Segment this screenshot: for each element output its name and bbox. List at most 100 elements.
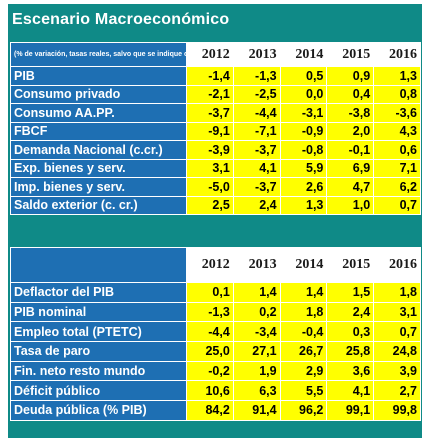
value-cell: -5,0 — [186, 177, 234, 197]
table-row: Tasa de paro 25,0 27,1 26,7 25,8 24,8 — [10, 341, 421, 362]
table-row: Fin. neto resto mundo -0,2 1,9 2,9 3,6 3,9 — [10, 360, 421, 382]
year-header: 2016 — [373, 247, 421, 283]
value-cell: 0,9 — [326, 66, 375, 86]
row-label: Deuda pública (% PIB) — [10, 400, 187, 421]
row-label: FBCF — [10, 121, 187, 141]
value-cell: 2,0 — [326, 121, 375, 141]
value-cell: 3,1 — [373, 301, 421, 323]
value-cell: 2,9 — [279, 360, 328, 382]
value-cell: 6,9 — [326, 158, 375, 178]
table-row: Imp. bienes y serv. -5,0 -3,7 2,6 4,7 6,2 — [10, 177, 421, 197]
value-cell: 3,6 — [326, 360, 375, 382]
value-cell: 24,8 — [373, 341, 421, 362]
table-row: Empleo total (PTETC) -4,4 -3,4 -0,4 0,3 0,7 — [10, 321, 421, 343]
value-cell: 2,6 — [279, 177, 328, 197]
table-row: Demanda Nacional (c.cr.) -3,9 -3,7 -0,8 -0,1… — [10, 140, 421, 160]
value-cell: -7,1 — [232, 121, 281, 141]
row-label: Consumo AA.PP. — [10, 103, 187, 123]
table-row: PIB -1,4 -1,3 0,5 0,9 1,3 — [10, 66, 421, 86]
value-cell: 1,4 — [279, 282, 328, 303]
row-label: PIB — [10, 66, 187, 86]
value-cell: -4,4 — [232, 103, 281, 123]
value-cell: 0,6 — [373, 140, 421, 160]
value-cell: -3,8 — [326, 103, 375, 123]
value-cell: 84,2 — [186, 400, 234, 421]
panel-title: Escenario Macroeconómico — [12, 11, 230, 28]
year-header: 2016 — [373, 42, 421, 67]
value-cell: -3,7 — [232, 177, 281, 197]
row-label: Fin. neto resto mundo — [10, 360, 187, 382]
units-note: (% de variación, tasas reales, salvo que… — [10, 42, 187, 67]
table-row: Saldo exterior (c. cr.) 2,5 2,4 1,3 1,0 0,7 — [10, 195, 421, 215]
value-cell: -0,4 — [279, 321, 328, 343]
growth-table-header: (% de variación, tasas reales, salvo que… — [10, 42, 421, 67]
row-label: Deflactor del PIB — [10, 282, 187, 303]
value-cell: 0,8 — [373, 84, 421, 104]
header-blank-cell — [10, 247, 187, 283]
value-cell: 99,8 — [373, 400, 421, 421]
value-cell: 1,8 — [279, 301, 328, 323]
table-row: Exp. bienes y serv. 3,1 4,1 5,9 6,9 7,1 — [10, 158, 421, 178]
table-row: FBCF -9,1 -7,1 -0,9 2,0 4,3 — [10, 121, 421, 141]
value-cell: 25,8 — [326, 341, 375, 362]
value-cell: -3,6 — [373, 103, 421, 123]
row-label: Consumo privado — [10, 84, 187, 104]
table-row: Consumo AA.PP. -3,7 -4,4 -3,1 -3,8 -3,6 — [10, 103, 421, 123]
value-cell: -2,1 — [186, 84, 234, 104]
value-cell: 96,2 — [279, 400, 328, 421]
value-cell: 1,8 — [373, 282, 421, 303]
value-cell: -0,2 — [186, 360, 234, 382]
table-row: Deuda pública (% PIB) 84,2 91,4 96,2 99,1 99,… — [10, 400, 421, 421]
macro-scenario-panel: Escenario Macroeconómico (% de variación… — [8, 4, 422, 438]
value-cell: 5,5 — [279, 380, 328, 402]
value-cell: 1,0 — [326, 195, 375, 215]
value-cell: 6,3 — [232, 380, 281, 402]
value-cell: 0,4 — [326, 84, 375, 104]
year-header: 2012 — [186, 247, 234, 283]
value-cell: -3,7 — [186, 103, 234, 123]
value-cell: 99,1 — [326, 400, 375, 421]
row-label: Tasa de paro — [10, 341, 187, 362]
year-header: 2015 — [326, 247, 375, 283]
value-cell: 2,5 — [186, 195, 234, 215]
year-header: 2015 — [326, 42, 375, 67]
value-cell: 1,3 — [373, 66, 421, 86]
value-cell: -4,4 — [186, 321, 234, 343]
value-cell: -3,9 — [186, 140, 234, 160]
value-cell: 0,5 — [279, 66, 328, 86]
year-header: 2013 — [232, 247, 281, 283]
value-cell: 0,3 — [326, 321, 375, 343]
value-cell: -1,4 — [186, 66, 234, 86]
row-label: Empleo total (PTETC) — [10, 321, 187, 343]
value-cell: 3,9 — [373, 360, 421, 382]
table-row: Consumo privado -2,1 -2,5 0,0 0,4 0,8 — [10, 84, 421, 104]
value-cell: 5,9 — [279, 158, 328, 178]
value-cell: -1,3 — [186, 301, 234, 323]
value-cell: -3,4 — [232, 321, 281, 343]
value-cell: 1,4 — [232, 282, 281, 303]
row-label: PIB nominal — [10, 301, 187, 323]
value-cell: 6,2 — [373, 177, 421, 197]
value-cell: -9,1 — [186, 121, 234, 141]
value-cell: 10,6 — [186, 380, 234, 402]
value-cell: 4,1 — [232, 158, 281, 178]
value-cell: 0,0 — [279, 84, 328, 104]
year-header: 2012 — [186, 42, 234, 67]
value-cell: 3,1 — [186, 158, 234, 178]
value-cell: 2,4 — [326, 301, 375, 323]
row-label: Déficit público — [10, 380, 187, 402]
value-cell: 0,1 — [186, 282, 234, 303]
value-cell: -1,3 — [232, 66, 281, 86]
value-cell: 1,9 — [232, 360, 281, 382]
year-header: 2014 — [279, 42, 328, 67]
value-cell: 26,7 — [279, 341, 328, 362]
value-cell: 0,7 — [373, 195, 421, 215]
row-label: Demanda Nacional (c.cr.) — [10, 140, 187, 160]
table-row: Deflactor del PIB 0,1 1,4 1,4 1,5 1,8 — [10, 282, 421, 303]
value-cell: 1,5 — [326, 282, 375, 303]
year-header: 2013 — [232, 42, 281, 67]
growth-table: (% de variación, tasas reales, salvo que… — [10, 42, 421, 215]
value-cell: 25,0 — [186, 341, 234, 362]
value-cell: 1,3 — [279, 195, 328, 215]
value-cell: 0,2 — [232, 301, 281, 323]
